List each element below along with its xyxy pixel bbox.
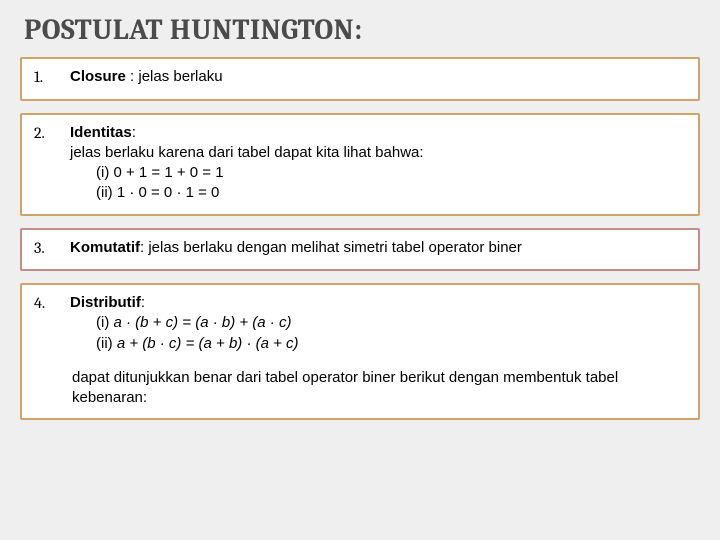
text: : bbox=[132, 124, 136, 141]
equation: (i) 0 + 1 = 1 + 0 = 1 bbox=[70, 163, 686, 183]
postulate-box-4: 4. Distributif: (i) a · (b + c) = (a · b… bbox=[20, 283, 700, 420]
equation: (ii) 1 · 0 = 0 · 1 = 0 bbox=[70, 183, 686, 203]
postulate-content: Distributif: (i) a · (b + c) = (a · b) +… bbox=[70, 293, 686, 408]
slide-title: POSTULAT HUNTINGTON: bbox=[24, 14, 700, 47]
postulate-number: 2. bbox=[34, 123, 70, 145]
postulate-content: Closure : jelas berlaku bbox=[70, 67, 686, 87]
term: Distributif bbox=[70, 294, 141, 311]
text: (ii) bbox=[96, 335, 117, 352]
text: (i) bbox=[96, 314, 114, 331]
postulate-content: Identitas: jelas berlaku karena dari tab… bbox=[70, 123, 686, 204]
text: : jelas berlaku dengan melihat simetri t… bbox=[140, 239, 522, 256]
postulate-number: 1. bbox=[34, 67, 70, 89]
postulate-number: 4. bbox=[34, 293, 70, 315]
term: Identitas bbox=[70, 124, 132, 141]
term: Komutatif bbox=[70, 239, 140, 256]
postulate-box-3: 3. Komutatif: jelas berlaku dengan melih… bbox=[20, 228, 700, 272]
postulate-box-1: 1. Closure : jelas berlaku bbox=[20, 57, 700, 101]
postulate-box-2: 2. Identitas: jelas berlaku karena dari … bbox=[20, 113, 700, 216]
text: : jelas berlaku bbox=[126, 68, 223, 85]
text: a · (b + c) = (a · b) + (a · c) bbox=[114, 314, 292, 331]
text: jelas berlaku karena dari tabel dapat ki… bbox=[70, 143, 686, 163]
text: dapat ditunjukkan benar dari tabel opera… bbox=[72, 368, 686, 409]
postulate-number: 3. bbox=[34, 238, 70, 260]
term: Closure bbox=[70, 68, 126, 85]
text: : bbox=[141, 294, 145, 311]
equation: (i) a · (b + c) = (a · b) + (a · c) bbox=[70, 313, 686, 333]
equation: (ii) a + (b · c) = (a + b) · (a + c) bbox=[70, 334, 686, 354]
postulate-content: Komutatif: jelas berlaku dengan melihat … bbox=[70, 238, 686, 258]
text: a + (b · c) = (a + b) · (a + c) bbox=[117, 335, 299, 352]
